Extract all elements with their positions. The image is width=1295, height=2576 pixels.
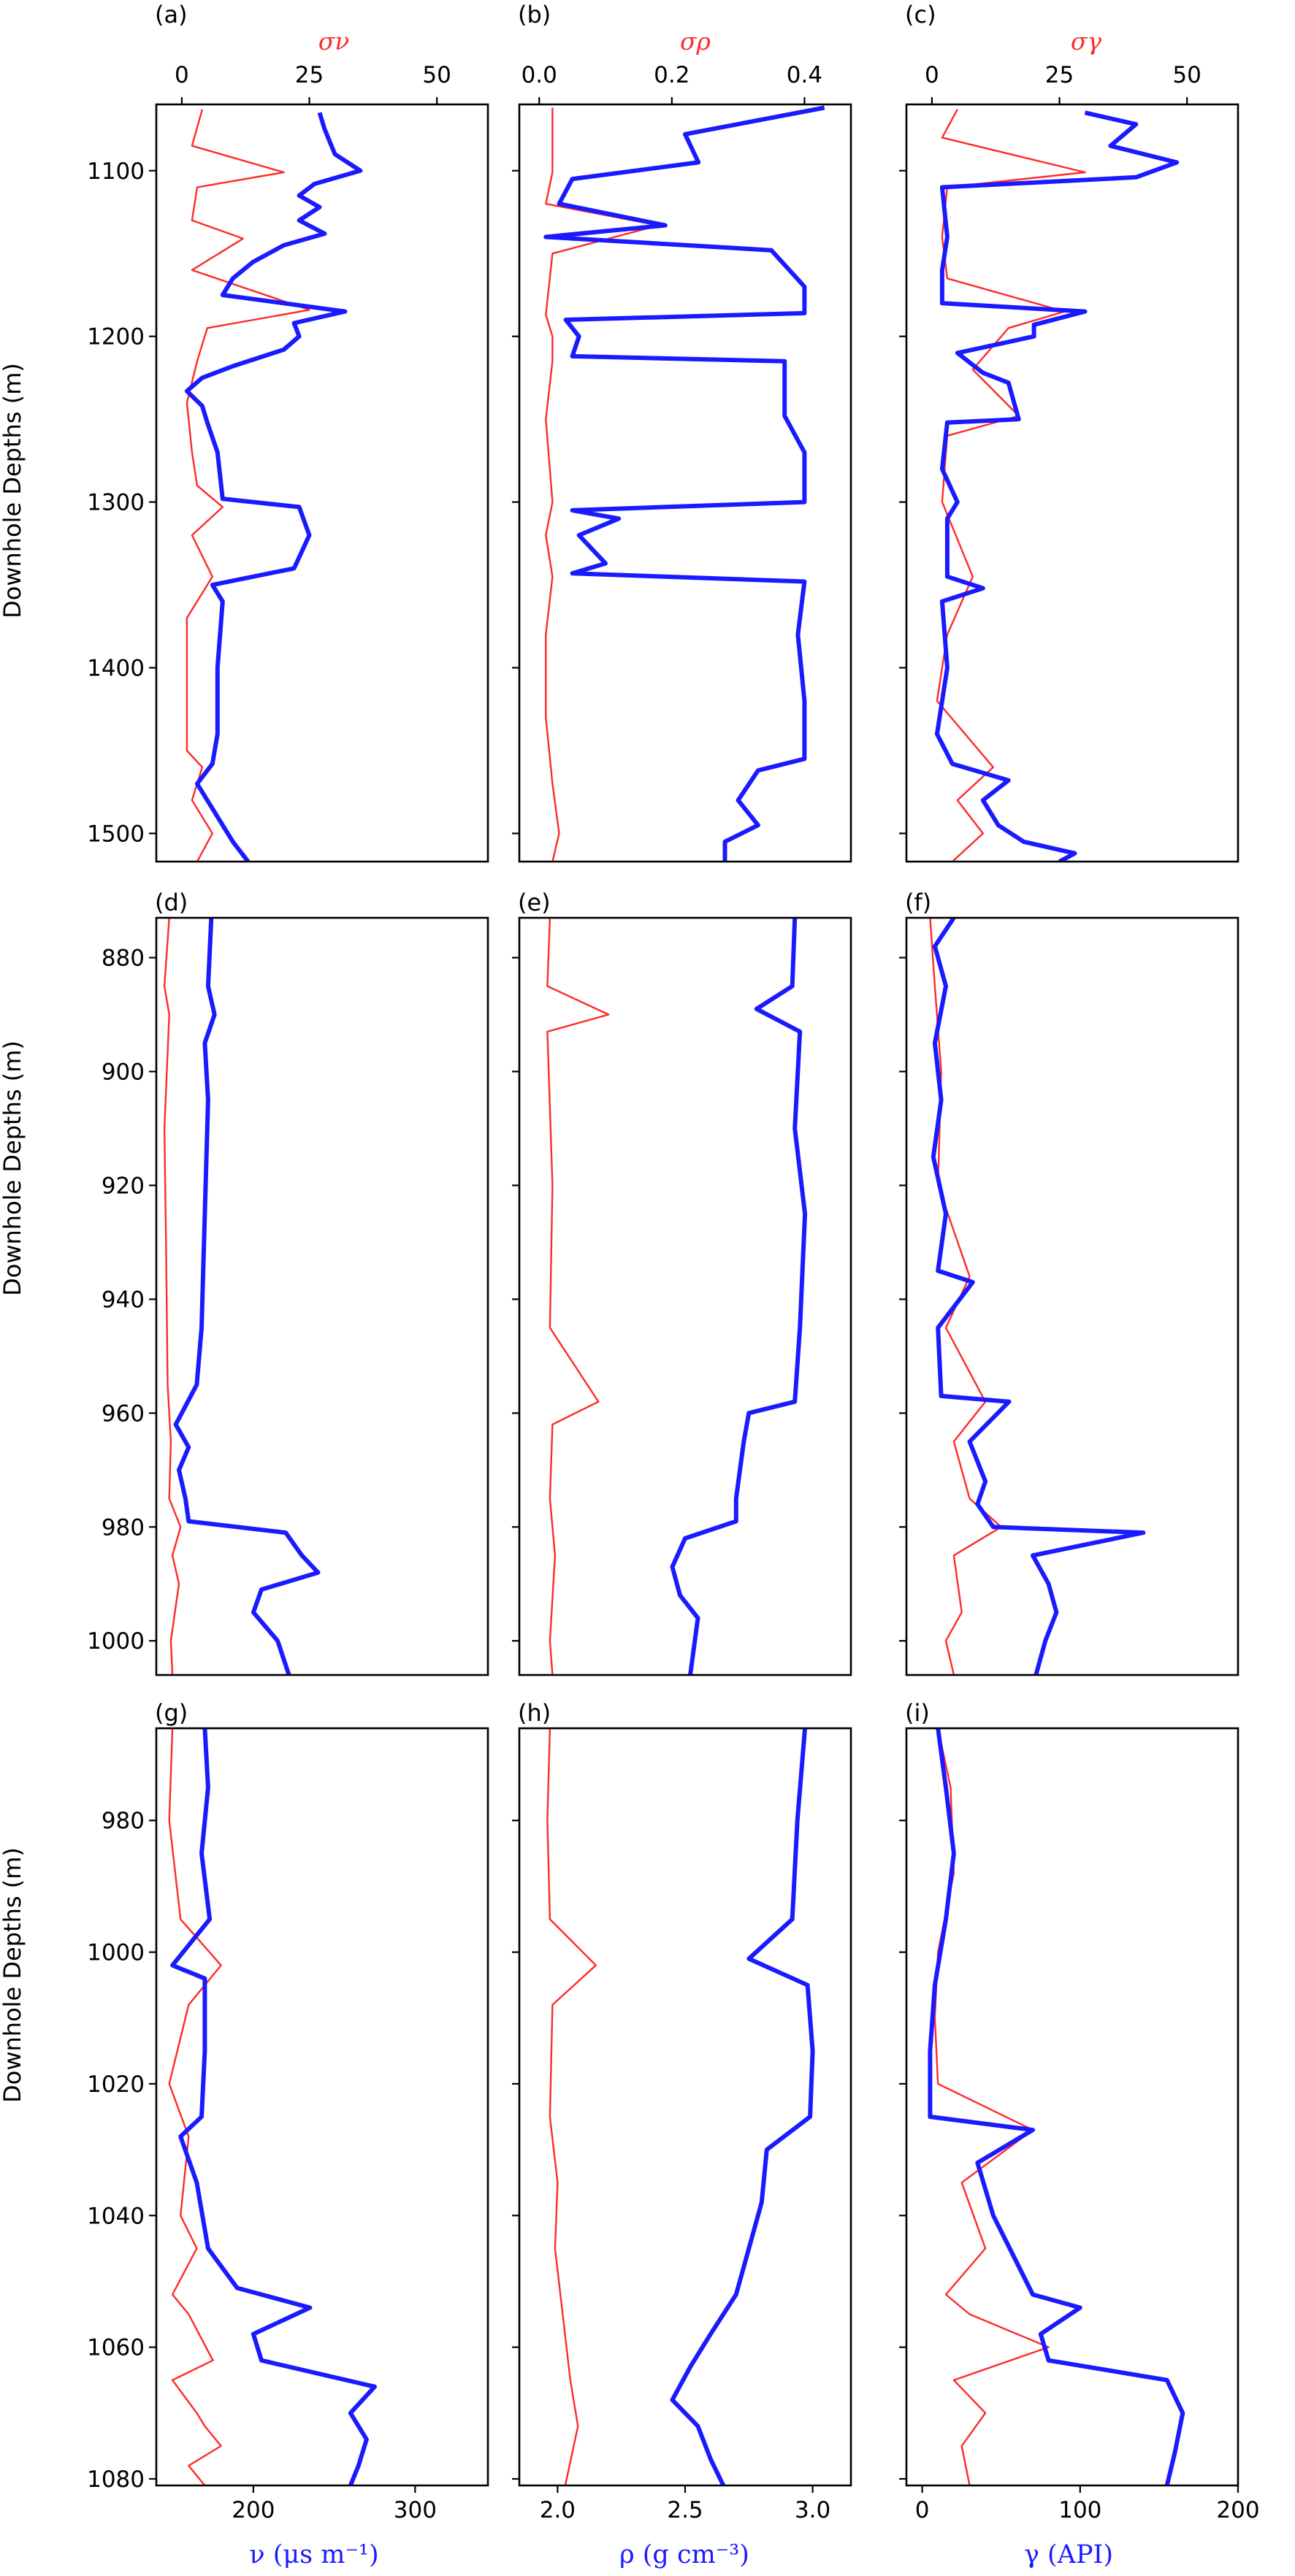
ytick-label: 920	[102, 1173, 145, 1199]
ytick-label: 980	[102, 1808, 145, 1834]
top-axis-label-a: σν	[318, 27, 350, 55]
plot-frame-d	[155, 916, 489, 1676]
panel-f: (f)	[899, 889, 1239, 1676]
log-series-g	[170, 1728, 377, 2485]
top-tick-label: 0.0	[522, 62, 557, 88]
ylabel-row3: Downhole Depths (m)	[0, 1847, 26, 2103]
bottom-tick-label: 200	[1216, 2497, 1259, 2523]
plot-frame-i	[905, 1727, 1239, 2487]
top-tick-label: 0	[175, 62, 189, 88]
plot-frame-e	[518, 916, 852, 1676]
top-tick-label: 0.4	[787, 62, 822, 88]
bottom-axis-label-g: ν (μs m⁻¹)	[249, 2540, 378, 2569]
bottom-tick-label: 3.0	[795, 2497, 830, 2523]
panel-c: 0 25 50 (c)	[899, 1, 1239, 863]
uncertainty-series-f	[929, 918, 1002, 1675]
bottom-tick-label: 200	[232, 2497, 275, 2523]
ytick-label: 1500	[87, 821, 145, 847]
top-tick-label: 0.2	[654, 62, 689, 88]
ytick-label: 1100	[87, 158, 145, 185]
ytick-label: 1080	[87, 2466, 145, 2493]
plot-frame-c	[905, 103, 1239, 863]
panel-label-h: (h)	[518, 1699, 551, 1727]
panel-label-b: (b)	[518, 1, 551, 28]
ylabel-row1: Downhole Depths (m)	[0, 363, 26, 618]
ytick-label: 900	[102, 1059, 145, 1086]
panel-label-i: (i)	[905, 1699, 930, 1727]
panel-g: 980 1000 1020 1040 1060 1080 200 300 (g)	[87, 1699, 489, 2523]
bottom-tick-label: 100	[1058, 2497, 1101, 2523]
plot-frame-a	[155, 103, 489, 863]
log-series-a	[184, 112, 363, 862]
bottom-axis-label-i: γ (API)	[1024, 2540, 1113, 2569]
log-series-e	[670, 918, 808, 1675]
panel-i: 0 100 200 (i)	[899, 1699, 1260, 2523]
log-series-c	[934, 110, 1180, 862]
top-tick-label: 25	[295, 62, 324, 88]
ylabel-row2: Downhole Depths (m)	[0, 1040, 26, 1296]
uncertainty-series-d	[163, 918, 182, 1675]
panel-label-d: (d)	[155, 889, 188, 916]
uncertainty-series-g	[168, 1728, 222, 2485]
uncertainty-series-h	[546, 1728, 597, 2485]
log-series-b	[543, 105, 825, 862]
panel-label-f: (f)	[905, 889, 931, 916]
ytick-label: 1040	[87, 2203, 145, 2229]
panel-h: 2.0 2.5 3.0 (h)	[512, 1699, 852, 2523]
top-tick-label: 50	[1172, 62, 1201, 88]
ytick-label: 940	[102, 1287, 145, 1313]
uncertainty-series-b	[545, 107, 660, 862]
ytick-label: 1000	[87, 1940, 145, 1966]
top-axis-label-c: σγ	[1071, 27, 1102, 55]
panel-label-g: (g)	[155, 1699, 188, 1727]
top-axis-label-b: σρ	[680, 27, 711, 55]
bottom-tick-label: 0	[915, 2497, 930, 2523]
ytick-label: 1300	[87, 490, 145, 516]
ytick-label: 980	[102, 1514, 145, 1541]
panel-label-c: (c)	[905, 1, 936, 28]
top-tick-label: 0	[925, 62, 939, 88]
bottom-tick-label: 2.0	[540, 2497, 576, 2523]
top-tick-label: 25	[1045, 62, 1074, 88]
panel-a: 1100 1200 1300 1400 1500 0 25 50 (a)	[87, 1, 489, 863]
log-series-d	[173, 918, 321, 1675]
bottom-axis-label-h: ρ (g cm⁻³)	[619, 2540, 749, 2569]
ytick-label: 1400	[87, 656, 145, 682]
plot-frame-f	[905, 916, 1239, 1676]
uncertainty-series-a	[186, 109, 310, 862]
panel-e: (e)	[512, 889, 852, 1676]
log-series-h	[670, 1728, 815, 2485]
panel-label-e: (e)	[518, 889, 551, 916]
ytick-label: 880	[102, 946, 145, 972]
bottom-tick-label: 300	[394, 2497, 437, 2523]
panel-d: 880 900 920 940 960 980 1000 (d)	[87, 889, 489, 1676]
ytick-label: 1000	[87, 1628, 145, 1655]
plot-frame-b	[518, 103, 852, 863]
ytick-label: 1060	[87, 2335, 145, 2361]
top-tick-label: 50	[422, 62, 451, 88]
panel-b: 0.0 0.2 0.4 (b)	[512, 1, 852, 863]
ytick-label: 1200	[87, 324, 145, 350]
plot-frame-g	[155, 1727, 489, 2487]
panels-group: 1100 1200 1300 1400 1500 0 25 50 (a) 0.0 0.2 0.4 (b)…	[87, 1, 1259, 2523]
log-series-i	[928, 1728, 1185, 2485]
log-series-f	[931, 918, 1146, 1675]
ytick-label: 960	[102, 1400, 145, 1427]
uncertainty-series-c	[936, 109, 1086, 862]
ytick-label: 1020	[87, 2071, 145, 2098]
bottom-tick-label: 2.5	[667, 2497, 703, 2523]
panel-label-a: (a)	[155, 1, 188, 28]
uncertainty-series-e	[546, 918, 610, 1675]
